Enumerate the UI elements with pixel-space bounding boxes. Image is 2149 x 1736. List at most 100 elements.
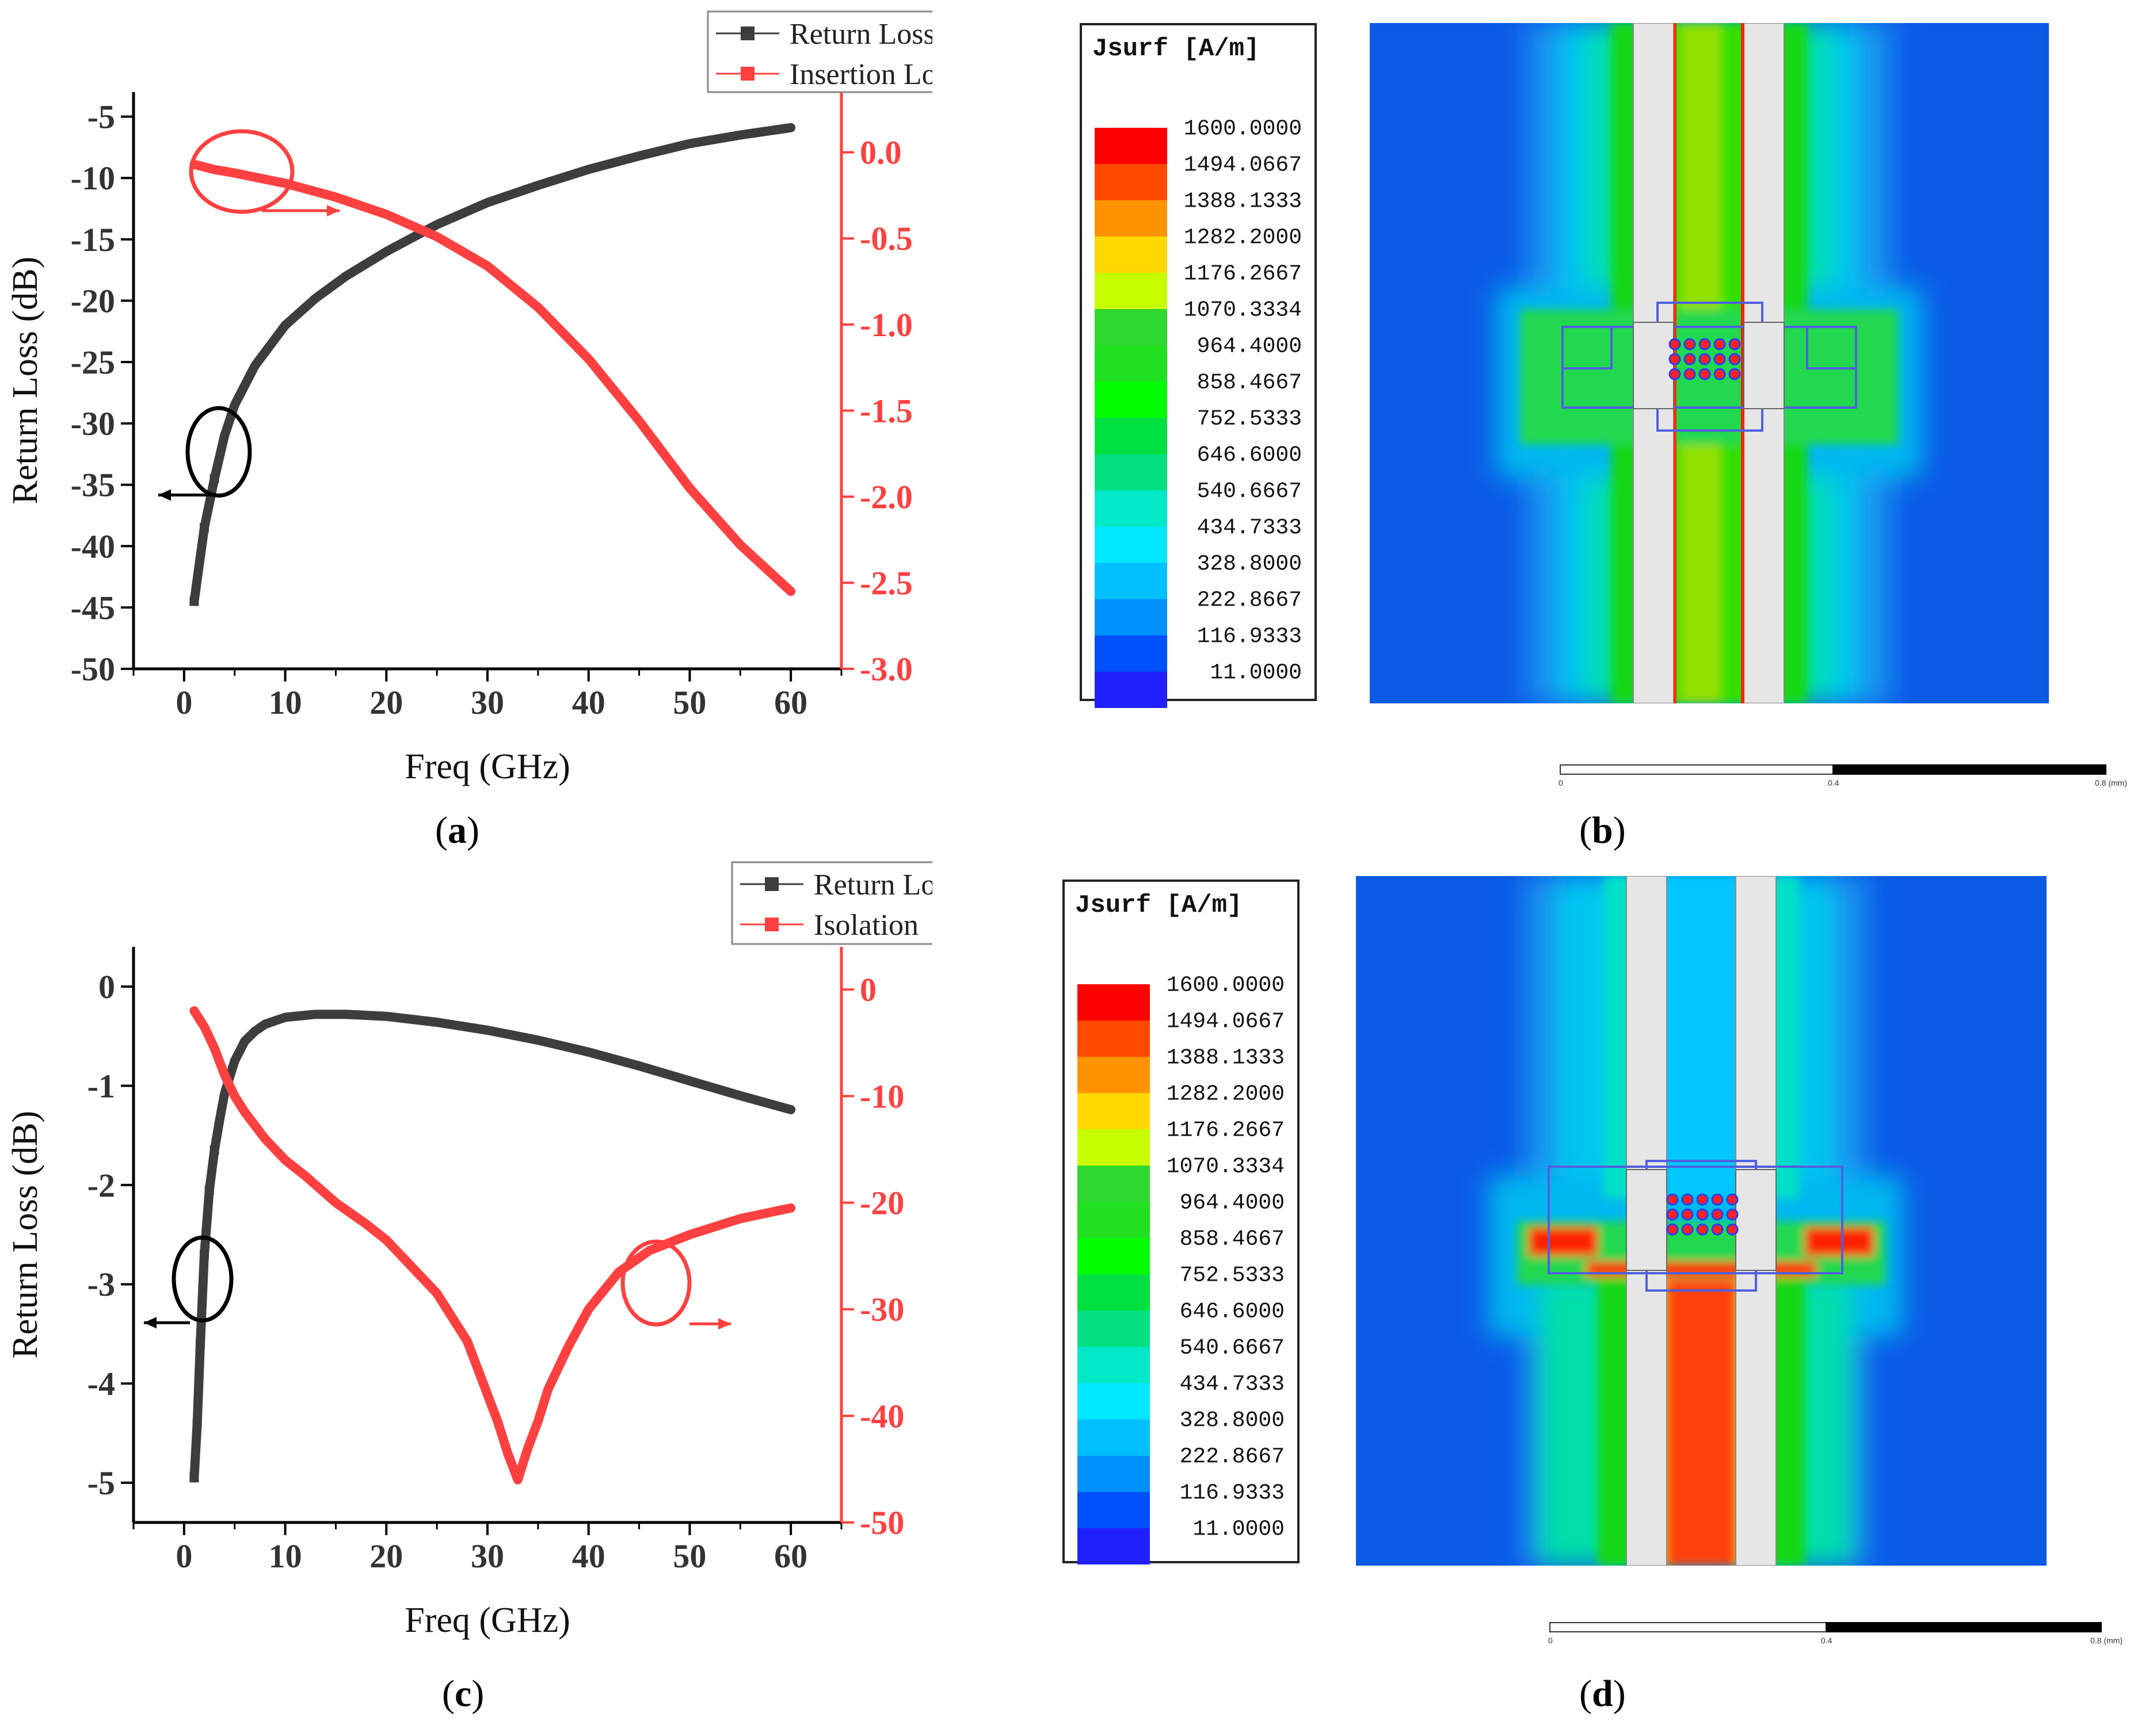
legend-marker [741, 26, 755, 40]
colorbar-swatch [1095, 527, 1167, 563]
y-left-tick-label: -4 [87, 1365, 115, 1403]
data-point [192, 1418, 202, 1428]
colorbar-tick-label: 116.9333 [1197, 624, 1302, 649]
data-point [189, 596, 199, 606]
field-plot-b [1370, 23, 2049, 703]
colorbar-tick-label: 964.4000 [1179, 1190, 1285, 1216]
y-left-tick-label: -15 [71, 221, 115, 258]
panel-label-d: (d) [1579, 1673, 1626, 1715]
x-tick-label: 40 [572, 1537, 605, 1575]
x-axis-label: Freq (GHz) [405, 747, 570, 786]
y-left-tick-label: -30 [71, 405, 115, 443]
annotation-arrowhead [718, 1318, 731, 1330]
colorbar-swatch [1095, 490, 1167, 527]
y-axis-label-left: Return Loss (dB) [6, 1111, 45, 1359]
series-line-other [189, 159, 796, 596]
y-right-tick-label: -50 [860, 1504, 904, 1541]
colorbar-tick-label: 1070.3334 [1166, 1154, 1285, 1179]
y-left-tick-label: -5 [87, 98, 115, 136]
colorbar-tick-label: 1600.0000 [1183, 116, 1302, 142]
x-tick-label: 60 [774, 684, 807, 721]
colorbar-swatch [1095, 128, 1167, 164]
x-axis-label: Freq (GHz) [405, 1601, 570, 1640]
colorbar-swatch [1077, 984, 1150, 1021]
colorbar-swatch [1077, 1202, 1150, 1238]
colorbar-title: Jsurf [A/m] [1092, 35, 1260, 63]
colorbar-swatches [1095, 128, 1167, 708]
colorbar-swatch [1095, 273, 1167, 309]
colorbar-swatch [1077, 1311, 1150, 1347]
y-left-tick-label: -25 [71, 344, 115, 381]
colorbar-swatch [1077, 1419, 1150, 1456]
y-left-tick-label: -1 [87, 1067, 115, 1105]
colorbar-tick-label: 752.5333 [1197, 406, 1302, 432]
colorbar-tick-label: 1388.1333 [1166, 1045, 1285, 1071]
colorbar-tick-label: 1388.1333 [1183, 189, 1302, 214]
colorbar-swatch [1095, 164, 1167, 200]
data-point [209, 1145, 219, 1155]
colorbar-tick-label: 222.8667 [1197, 588, 1302, 613]
colorbar-swatch [1095, 382, 1167, 418]
colorbar-tick-label: 646.6000 [1179, 1299, 1285, 1324]
field-plot-d [1356, 876, 2047, 1566]
colorbar-tick-label: 1070.3334 [1183, 298, 1302, 323]
annotation-ellipse [172, 1235, 234, 1323]
x-tick-label: 40 [572, 684, 605, 721]
colorbar-swatch [1095, 599, 1167, 635]
colorbar-tick-label: 1282.2000 [1183, 225, 1302, 250]
y-right-tick-label: -30 [860, 1291, 904, 1328]
panel-label-b: (b) [1579, 809, 1626, 851]
x-tick-label: 60 [774, 1537, 807, 1575]
colorbar-tick-label: 1282.2000 [1166, 1082, 1285, 1107]
chart-c: 0 10 20 30 40 50 60-5-4-3-2-10-50-40-30-20-100… [6, 861, 932, 1640]
y-left-tick-label: -5 [87, 1464, 115, 1502]
y-left-tick-label: -2 [87, 1167, 115, 1204]
legend-marker [765, 918, 779, 931]
y-right-tick-label: -3.0 [860, 650, 913, 688]
x-tick-label: 0 [176, 684, 192, 721]
annotation-ellipse [189, 129, 295, 214]
colorbar-tick-label: 1600.0000 [1166, 973, 1285, 998]
chart-a: 0 10 20 30 40 50 60 -50 -45 -40 -35 -30 -25 -20 -15 -10… [6, 10, 932, 786]
legend-label: Return Loss [790, 18, 932, 51]
scale-label-0: 0 [1548, 1636, 1553, 1645]
colorbar-title: Jsurf [A/m] [1075, 891, 1243, 920]
colorbar-tick-label: 328.8000 [1197, 551, 1302, 577]
scale-label-2: 0.8 (mm) [2095, 778, 2127, 787]
series-line-return-loss [189, 123, 796, 606]
colorbar-swatch [1077, 1238, 1150, 1274]
legend-marker [741, 67, 755, 81]
y-left-tick-label: -50 [71, 650, 115, 688]
x-tick-label: 50 [673, 1537, 706, 1575]
y-right-tick-label: -0.5 [860, 220, 913, 257]
colorbar-tick-label: 752.5333 [1179, 1263, 1285, 1288]
colorbar-tick-label: 116.9333 [1179, 1480, 1285, 1506]
y-left-tick-label: -10 [71, 159, 115, 197]
colorbar-swatch [1077, 1383, 1150, 1419]
y-axis-label-left: Return Loss (dB) [6, 257, 45, 505]
colorbar-swatch [1095, 672, 1167, 708]
colorbar-ticks: 1600.0000 1494.0667 1388.1333 1282.2000 1176… [1157, 973, 1285, 1567]
y-right-tick-label: -20 [860, 1184, 904, 1221]
colorbar-tick-label: 1494.0667 [1183, 153, 1302, 178]
x-tick-label: 30 [471, 1537, 504, 1575]
scale-label-0: 0 [1559, 778, 1563, 787]
x-tick-label: 30 [471, 684, 504, 721]
x-tick-label: 10 [269, 684, 302, 721]
data-point [200, 1250, 209, 1259]
colorbar-swatch [1077, 1129, 1150, 1166]
colorbar-swatch [1077, 1093, 1150, 1129]
data-point [189, 1473, 199, 1483]
y-axis-label-right: Insertion Loss (dB) [931, 242, 932, 519]
legend-label: Insertion Loss [790, 58, 932, 91]
legend-marker [765, 877, 779, 891]
colorbar-tick-label: 11.0000 [1192, 1517, 1285, 1542]
colorbar-swatch [1095, 237, 1167, 273]
colorbar-swatches [1077, 984, 1150, 1564]
y-right-tick-label: -1.5 [860, 392, 913, 429]
y-left-tick-label: -35 [71, 466, 115, 504]
colorbar-tick-label: 11.0000 [1210, 660, 1302, 686]
colorbar-tick-label: 540.6667 [1197, 479, 1302, 504]
y-left-tick-label: 0 [98, 968, 115, 1006]
scale-bar-d: 0 0.4 0.8 (mm) [1548, 1622, 2123, 1651]
